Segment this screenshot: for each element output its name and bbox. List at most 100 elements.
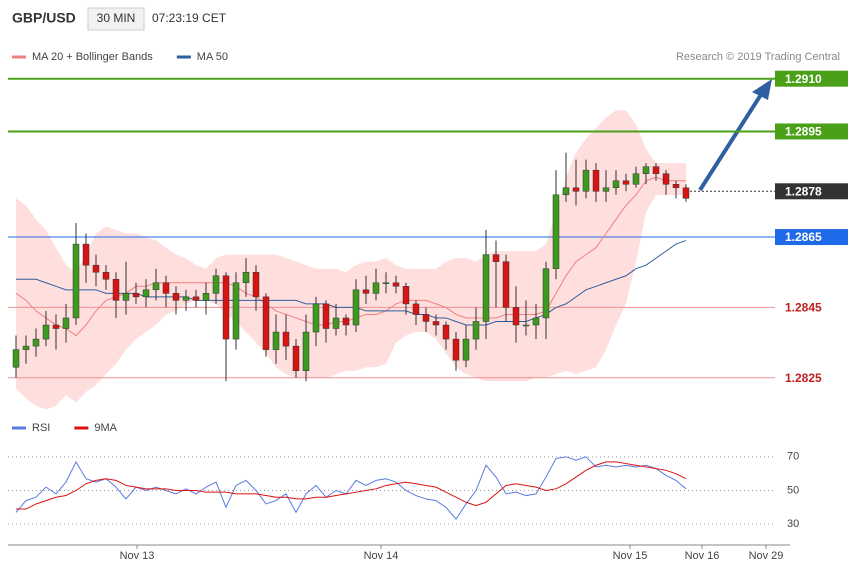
candle-body	[122, 293, 130, 301]
candle-body	[302, 331, 310, 371]
candle-body	[312, 303, 320, 333]
candle-body	[102, 271, 110, 280]
x-tick-label: Nov 16	[685, 550, 720, 562]
level-label: 1.2865	[785, 230, 822, 244]
candle-body	[182, 296, 190, 301]
candle-body	[462, 338, 470, 361]
level-label: 1.2895	[785, 125, 822, 139]
candle-body	[322, 303, 330, 329]
candle-body	[602, 187, 610, 192]
candle-body	[152, 282, 160, 291]
x-tick-label: Nov 13	[120, 550, 155, 562]
candle-body	[372, 282, 380, 294]
candle-body	[32, 338, 40, 347]
candle-body	[512, 307, 520, 326]
candle-body	[272, 331, 280, 350]
candle-body	[352, 289, 360, 326]
candle-body	[582, 169, 590, 192]
x-tick-label: Nov 29	[749, 550, 784, 562]
legend-label: MA 20 + Bollinger Bands	[32, 51, 153, 63]
candle-body	[472, 321, 480, 340]
candle-body	[662, 173, 670, 185]
legend-label: 9MA	[94, 422, 117, 434]
candle-body	[442, 324, 450, 340]
candle-body	[172, 293, 180, 301]
level-box	[775, 123, 848, 140]
candle-body	[252, 271, 260, 298]
candle-body	[282, 331, 290, 347]
candle-body	[92, 264, 100, 273]
symbol: GBP/USD	[12, 10, 76, 26]
y-tick-label: 70	[787, 451, 799, 463]
arrow-head	[752, 79, 772, 100]
level-box	[775, 229, 848, 246]
candle-body	[522, 324, 530, 327]
candle-body	[232, 282, 240, 340]
candle-body	[682, 187, 690, 199]
candle-body	[452, 338, 460, 361]
candle-body	[412, 303, 420, 315]
candle-body	[422, 314, 430, 322]
candle-body	[642, 166, 650, 174]
legend-label: RSI	[32, 422, 50, 434]
candle-body	[192, 296, 200, 301]
source: Research © 2019 Trading Central	[676, 51, 840, 63]
candle-body	[212, 275, 220, 294]
candle-body	[622, 180, 630, 185]
candle-body	[242, 271, 250, 284]
candle-body	[542, 268, 550, 319]
candle-body	[72, 243, 80, 319]
candle-body	[502, 261, 510, 308]
candle-body	[82, 243, 90, 266]
level-label: 1.2910	[785, 72, 822, 86]
rsi-line	[16, 461, 687, 510]
candle-body	[652, 166, 660, 174]
candle-body	[402, 286, 410, 305]
candle-body	[482, 254, 490, 322]
candle-body	[62, 317, 70, 329]
ma-line	[15, 176, 686, 337]
candle-body	[292, 345, 300, 371]
candle-body	[262, 296, 270, 350]
level-box	[775, 183, 848, 200]
legend-label: MA 50	[197, 51, 228, 63]
candle-body	[332, 317, 340, 329]
x-tick-label: Nov 14	[364, 550, 399, 562]
rsi-line	[15, 456, 687, 520]
candle-body	[532, 317, 540, 326]
candle-body	[342, 317, 350, 326]
candle-body	[202, 293, 210, 301]
y-tick-label: 30	[787, 518, 799, 530]
level-label: 1.2825	[785, 371, 822, 385]
y-tick-label: 50	[787, 484, 799, 496]
bollinger-band	[16, 110, 686, 410]
candle-body	[42, 324, 50, 340]
candle-body	[132, 293, 140, 298]
candle-body	[392, 282, 400, 287]
x-tick-label: Nov 15	[613, 550, 648, 562]
candle-body	[432, 321, 440, 326]
candle-body	[52, 324, 60, 329]
candle-body	[382, 282, 390, 285]
interval: 30 MIN	[97, 11, 136, 25]
time: 07:23:19 CET	[152, 11, 227, 25]
candle-body	[362, 289, 370, 294]
level-box	[775, 70, 848, 87]
interval-box	[87, 7, 145, 31]
candle-body	[672, 184, 680, 189]
candle-body	[572, 187, 580, 192]
candle-body	[222, 275, 230, 340]
candle-body	[22, 345, 30, 350]
candle-body	[492, 254, 500, 262]
candle-body	[142, 289, 150, 298]
candle-body	[552, 194, 560, 269]
projection-arrow	[698, 91, 764, 192]
candle-body	[592, 169, 600, 192]
candle-body	[162, 282, 170, 294]
candle-body	[12, 349, 20, 368]
level-label: 1.2878	[785, 184, 822, 198]
candle-body	[632, 173, 640, 185]
candle-body	[562, 187, 570, 196]
